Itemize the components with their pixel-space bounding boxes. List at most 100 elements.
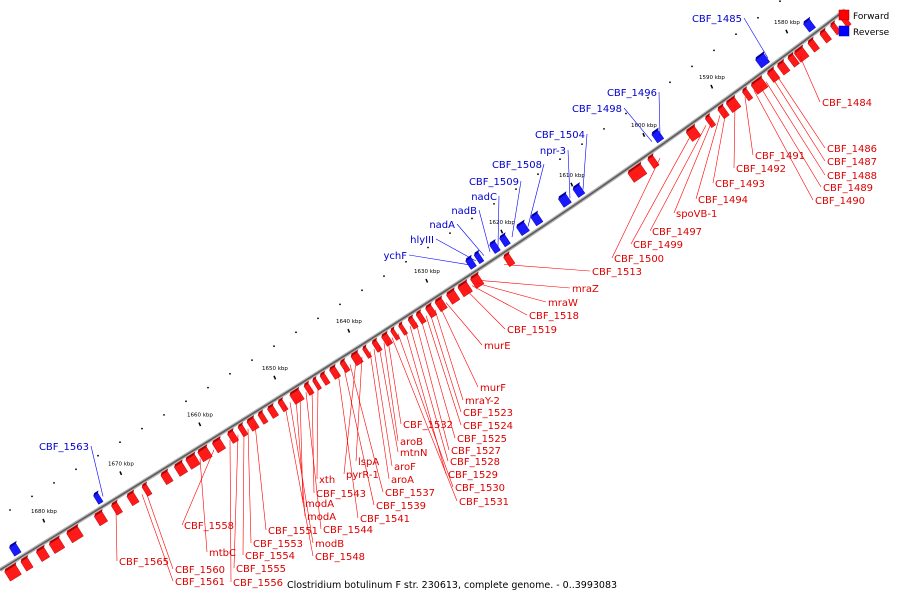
gene-block: [20, 555, 34, 572]
leader-line: [305, 392, 322, 530]
kbp-tick: 1620 kbp: [489, 220, 515, 234]
gene-label: CBF_1524: [463, 421, 513, 432]
gene-block: [446, 287, 461, 305]
gene-label: CBF_1530: [455, 483, 505, 494]
genome-backbone-core: [0, 9, 846, 571]
gene-label: CBF_1539: [376, 501, 426, 512]
leader-line: [295, 398, 306, 517]
gene-label: npr-3: [540, 146, 566, 157]
tick-dot: [207, 386, 209, 389]
legend-forward-label: Forward: [853, 12, 889, 22]
leader-line: [233, 434, 239, 569]
leader-line: [456, 223, 485, 256]
gene-block: [499, 232, 511, 248]
label-leader-lines: [90, 17, 826, 583]
gene-block: [787, 51, 800, 68]
leader-line: [435, 238, 477, 262]
leader-line: [465, 289, 506, 330]
tick-dot: [273, 345, 275, 348]
leader-line: [199, 458, 208, 553]
tick-dot: [537, 173, 539, 176]
gene-label: CBF_1543: [316, 489, 366, 500]
leader-line: [744, 97, 754, 156]
gene-block: [489, 238, 501, 254]
gene-label: nadB: [451, 206, 477, 217]
gene-block: [329, 363, 342, 380]
gene-label: CBF_1565: [119, 557, 169, 568]
leader-line: [343, 368, 375, 506]
gene-block: [381, 330, 394, 347]
leader-line: [497, 195, 500, 247]
leader-line: [369, 351, 390, 480]
gene-label: CBF_1491: [755, 151, 805, 162]
gene-label: nadA: [429, 220, 455, 231]
leader-line: [471, 285, 528, 316]
leader-line: [145, 491, 174, 570]
gene-block: [312, 376, 322, 391]
kbp-label: 1660 kbp: [187, 413, 213, 419]
gene-label: CBF_1499: [633, 240, 683, 251]
gene-label: CBF_1555: [236, 564, 286, 575]
tick-dot: [53, 482, 55, 484]
gene-block: [470, 271, 485, 289]
gene-label: mtbC: [209, 548, 236, 559]
gene-label: CBF_1563: [39, 442, 89, 453]
kbp-tick: 1580 kbp: [774, 20, 800, 34]
gene-label: modB: [315, 539, 344, 550]
gene-block: [398, 321, 409, 336]
gene-block: [766, 66, 781, 83]
leader-line: [503, 264, 591, 272]
leader-line: [771, 77, 826, 162]
tick-dot: [75, 468, 77, 471]
gene-block: [465, 254, 477, 270]
leader-line: [373, 349, 393, 467]
kbp-tick: 1680 kbp: [31, 509, 57, 523]
leader-line: [349, 364, 384, 493]
tick-dot: [449, 232, 451, 235]
leader-line: [383, 342, 399, 442]
kbp-tick: 1610 kbp: [559, 173, 585, 187]
leader-line: [181, 449, 215, 526]
gene-label: CBF_1531: [459, 497, 509, 508]
leader-line: [429, 312, 462, 413]
kbp-tick: 1670 kbp: [108, 461, 134, 476]
gene-label: CBF_1504: [535, 130, 585, 141]
gene-label: CBF_1537: [385, 488, 435, 499]
tick-dot: [31, 495, 33, 498]
gene-label: xth: [319, 475, 335, 486]
gene-label: CBF_1494: [698, 195, 748, 206]
gene-block: [627, 161, 648, 183]
kbp-label: 1630 kbp: [414, 269, 440, 275]
legend-forward-swatch: [838, 9, 850, 21]
leader-line: [478, 209, 491, 252]
gene-label: aroB: [400, 437, 423, 448]
tick-dot: [251, 359, 253, 361]
leader-line: [623, 107, 653, 142]
legend: Forward Reverse: [838, 9, 890, 38]
gene-block: [558, 191, 572, 208]
gene-block: [93, 490, 104, 505]
gene-label: CBF_1556: [233, 578, 283, 589]
leader-line: [567, 149, 571, 199]
gene-label: CBF_1525: [457, 434, 507, 445]
gene-block: [211, 436, 227, 454]
gene-block: [48, 535, 66, 554]
gene-block: [160, 468, 174, 486]
leader-line: [284, 405, 314, 557]
gene-block: [717, 103, 730, 120]
gene-block: [267, 403, 279, 419]
gene-block: [227, 428, 239, 444]
tick-dot: [361, 289, 363, 292]
gene-block: [516, 219, 530, 236]
gene-block: [246, 415, 260, 432]
gene-label: ychF: [383, 251, 407, 262]
gene-block: [530, 210, 544, 227]
gene-label: CBF_1560: [175, 565, 225, 576]
gene-block: [66, 523, 84, 544]
leader-line: [743, 17, 769, 59]
tick-dot: [779, 0, 781, 3]
gene-label: nadC: [471, 192, 497, 203]
kbp-label: 1580 kbp: [774, 20, 800, 26]
leader-line: [409, 325, 449, 462]
gene-label: CBF_1527: [451, 446, 501, 457]
